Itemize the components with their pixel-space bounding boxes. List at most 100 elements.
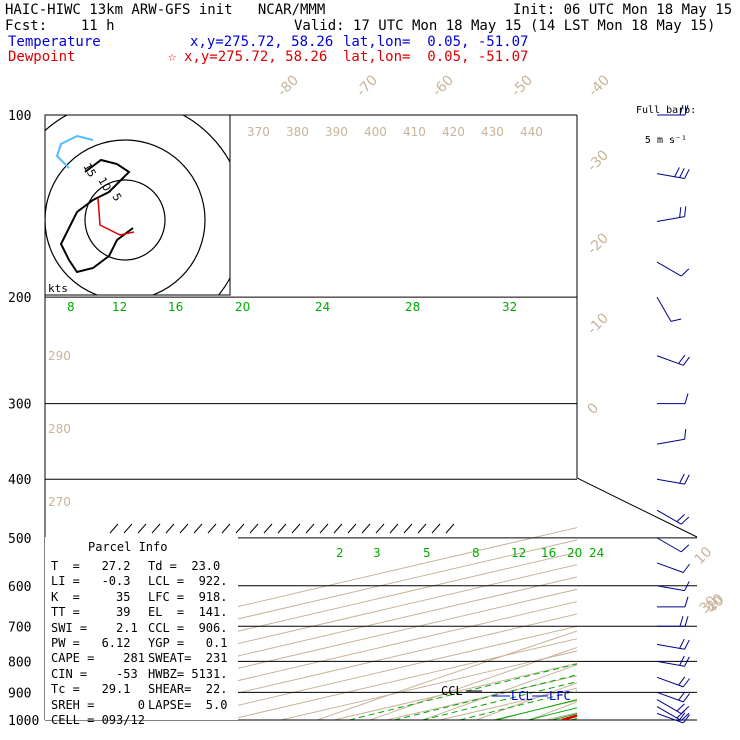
wind-barb-flag <box>682 563 690 573</box>
dewpoint-star-icon: ☆ <box>168 49 177 65</box>
isotherm-label: -60 <box>430 72 457 99</box>
isotherm-line <box>68 601 577 720</box>
freezing-hatch <box>193 523 203 534</box>
parcel-row-right: HWBZ= 5131. <box>148 666 228 681</box>
parcel-row-right: LFC = 918. <box>148 589 228 604</box>
pressure-tick-label: 1000 <box>8 714 39 729</box>
wind-barb-flag <box>680 516 690 525</box>
isotherm-line <box>652 115 740 720</box>
parcel-row-right: EL = 141. <box>148 605 228 620</box>
freezing-hatch <box>207 523 217 534</box>
freezing-hatch <box>123 523 133 534</box>
dewpoint-legend: Dewpoint <box>8 49 76 65</box>
isotherm-label: -50 <box>509 72 536 99</box>
wind-barb-staff <box>656 438 685 445</box>
freezing-hatch <box>151 523 161 534</box>
dry-adiabat-line <box>368 646 577 720</box>
parcel-row-left: PW = 6.12 <box>51 636 131 650</box>
wind-barb-flag <box>684 474 690 485</box>
freezing-hatch <box>305 523 315 534</box>
wind-barb-flag <box>684 168 690 179</box>
wind-barbs <box>656 104 690 724</box>
dry-adiabat-line <box>527 701 577 720</box>
parcel-row-right: SWEAT= 231 <box>148 651 228 666</box>
freezing-hatch <box>277 523 287 534</box>
wind-barb-staff <box>656 676 684 688</box>
dry-adiabat-line <box>603 115 740 733</box>
mixing-ratio-line <box>587 115 740 720</box>
hodograph-ring-label: 10 <box>95 175 113 194</box>
dry-adiabat-line <box>315 630 577 720</box>
wind-barb-staff <box>656 355 684 366</box>
pressure-tick-label: 200 <box>8 291 31 306</box>
mixing-ratio-label: 24 <box>315 300 330 314</box>
isotherm-label: -30 <box>585 147 612 174</box>
wind-barb-flag <box>680 712 690 721</box>
theta-label: 420 <box>442 125 465 139</box>
pressure-tick-label: 700 <box>8 620 31 635</box>
parcel-row-left: SWI = 2.1 <box>51 620 138 635</box>
parcel-info-panel <box>45 537 238 720</box>
isotherm-line <box>45 551 577 677</box>
hodograph-panel <box>44 114 231 296</box>
isotherm-line <box>45 588 577 714</box>
freezing-hatch <box>403 523 413 534</box>
mixing-ratio-label: 8 <box>472 546 480 560</box>
barb-legend-line2: 5 m s⁻¹ <box>644 135 688 146</box>
dewpoint-latlon: lat,lon= 0.05, -51.07 <box>343 49 529 65</box>
wind-barb-staff <box>656 699 682 714</box>
parcel-row-right: LAPSE= 5.0 <box>148 697 228 712</box>
wind-barb-flag <box>676 514 685 523</box>
isotherm-line <box>227 638 577 720</box>
wind-barb-flag <box>676 710 685 719</box>
parcel-info-title: Parcel Info <box>88 540 168 554</box>
freezing-hatch <box>361 523 371 534</box>
barb-legend: Full barb: 5 m s⁻¹ <box>636 86 696 156</box>
dry-adiabat-line <box>657 115 740 733</box>
isotherm-line <box>705 115 740 720</box>
pressure-tick-label: 500 <box>8 532 31 547</box>
isotherm-line <box>45 564 577 690</box>
wind-barb-flag <box>682 678 690 688</box>
hodograph-upper-trace <box>55 134 94 169</box>
wind-barb-flag <box>678 354 686 364</box>
temperature-latlon: lat,lon= 0.05, -51.07 <box>343 34 529 50</box>
mixing-ratio-label: 32 <box>502 300 517 314</box>
isotherm-line <box>439 687 577 720</box>
theta-label: 410 <box>403 125 426 139</box>
hodograph-ring <box>45 139 206 295</box>
freezing-hatch <box>179 523 189 534</box>
dewpoint-xy: x,y=275.72, 58.26 <box>184 49 328 65</box>
freezing-hatch <box>333 523 343 534</box>
parcel-row-right: YGP = 0.1 <box>148 636 228 650</box>
level-annotations: ELCCLLCLLFCkts <box>48 282 571 703</box>
pressure-tick-label: 900 <box>8 686 31 701</box>
parcel-row-left: TT = 39 <box>51 605 131 620</box>
mixing-ratio-label: 24 <box>589 546 604 560</box>
dry-adiabat-lines <box>315 115 740 733</box>
isotherm-label: -10 <box>585 310 612 337</box>
mixing-ratio-label: 8 <box>67 300 75 314</box>
theta-side-label: 290 <box>48 349 71 363</box>
parcel-row-left: Tc = 29.1 <box>51 682 131 697</box>
wind-barb-flag <box>684 616 689 627</box>
mixing-ratio-label: 12 <box>511 546 526 560</box>
freezing-hatch <box>235 523 245 534</box>
theta-label: 370 <box>247 125 270 139</box>
mixing-ratio-label: 20 <box>235 300 250 314</box>
ccl-label: CCL <box>441 684 463 698</box>
pressure-tick-label: 100 <box>8 109 31 124</box>
pressure-tick-label: 300 <box>8 398 31 413</box>
header-model: HAIC-HIWC 13km ARW-GFS init NCAR/MMM <box>5 2 326 18</box>
pressure-tick-label: 600 <box>8 580 31 595</box>
freezing-hatch <box>221 523 231 534</box>
isotherm-line <box>599 115 740 720</box>
header-forecast: Fcst: 11 h <box>5 18 115 34</box>
mixing-ratio-line <box>422 681 577 720</box>
mixing-ratio-label: 5 <box>423 546 431 560</box>
parcel-row-right: Td = 23.0 <box>148 559 221 573</box>
isotherm-label: 0 <box>585 400 603 418</box>
mixing-ratio-lines <box>349 115 740 720</box>
freezing-hatch <box>445 523 455 534</box>
